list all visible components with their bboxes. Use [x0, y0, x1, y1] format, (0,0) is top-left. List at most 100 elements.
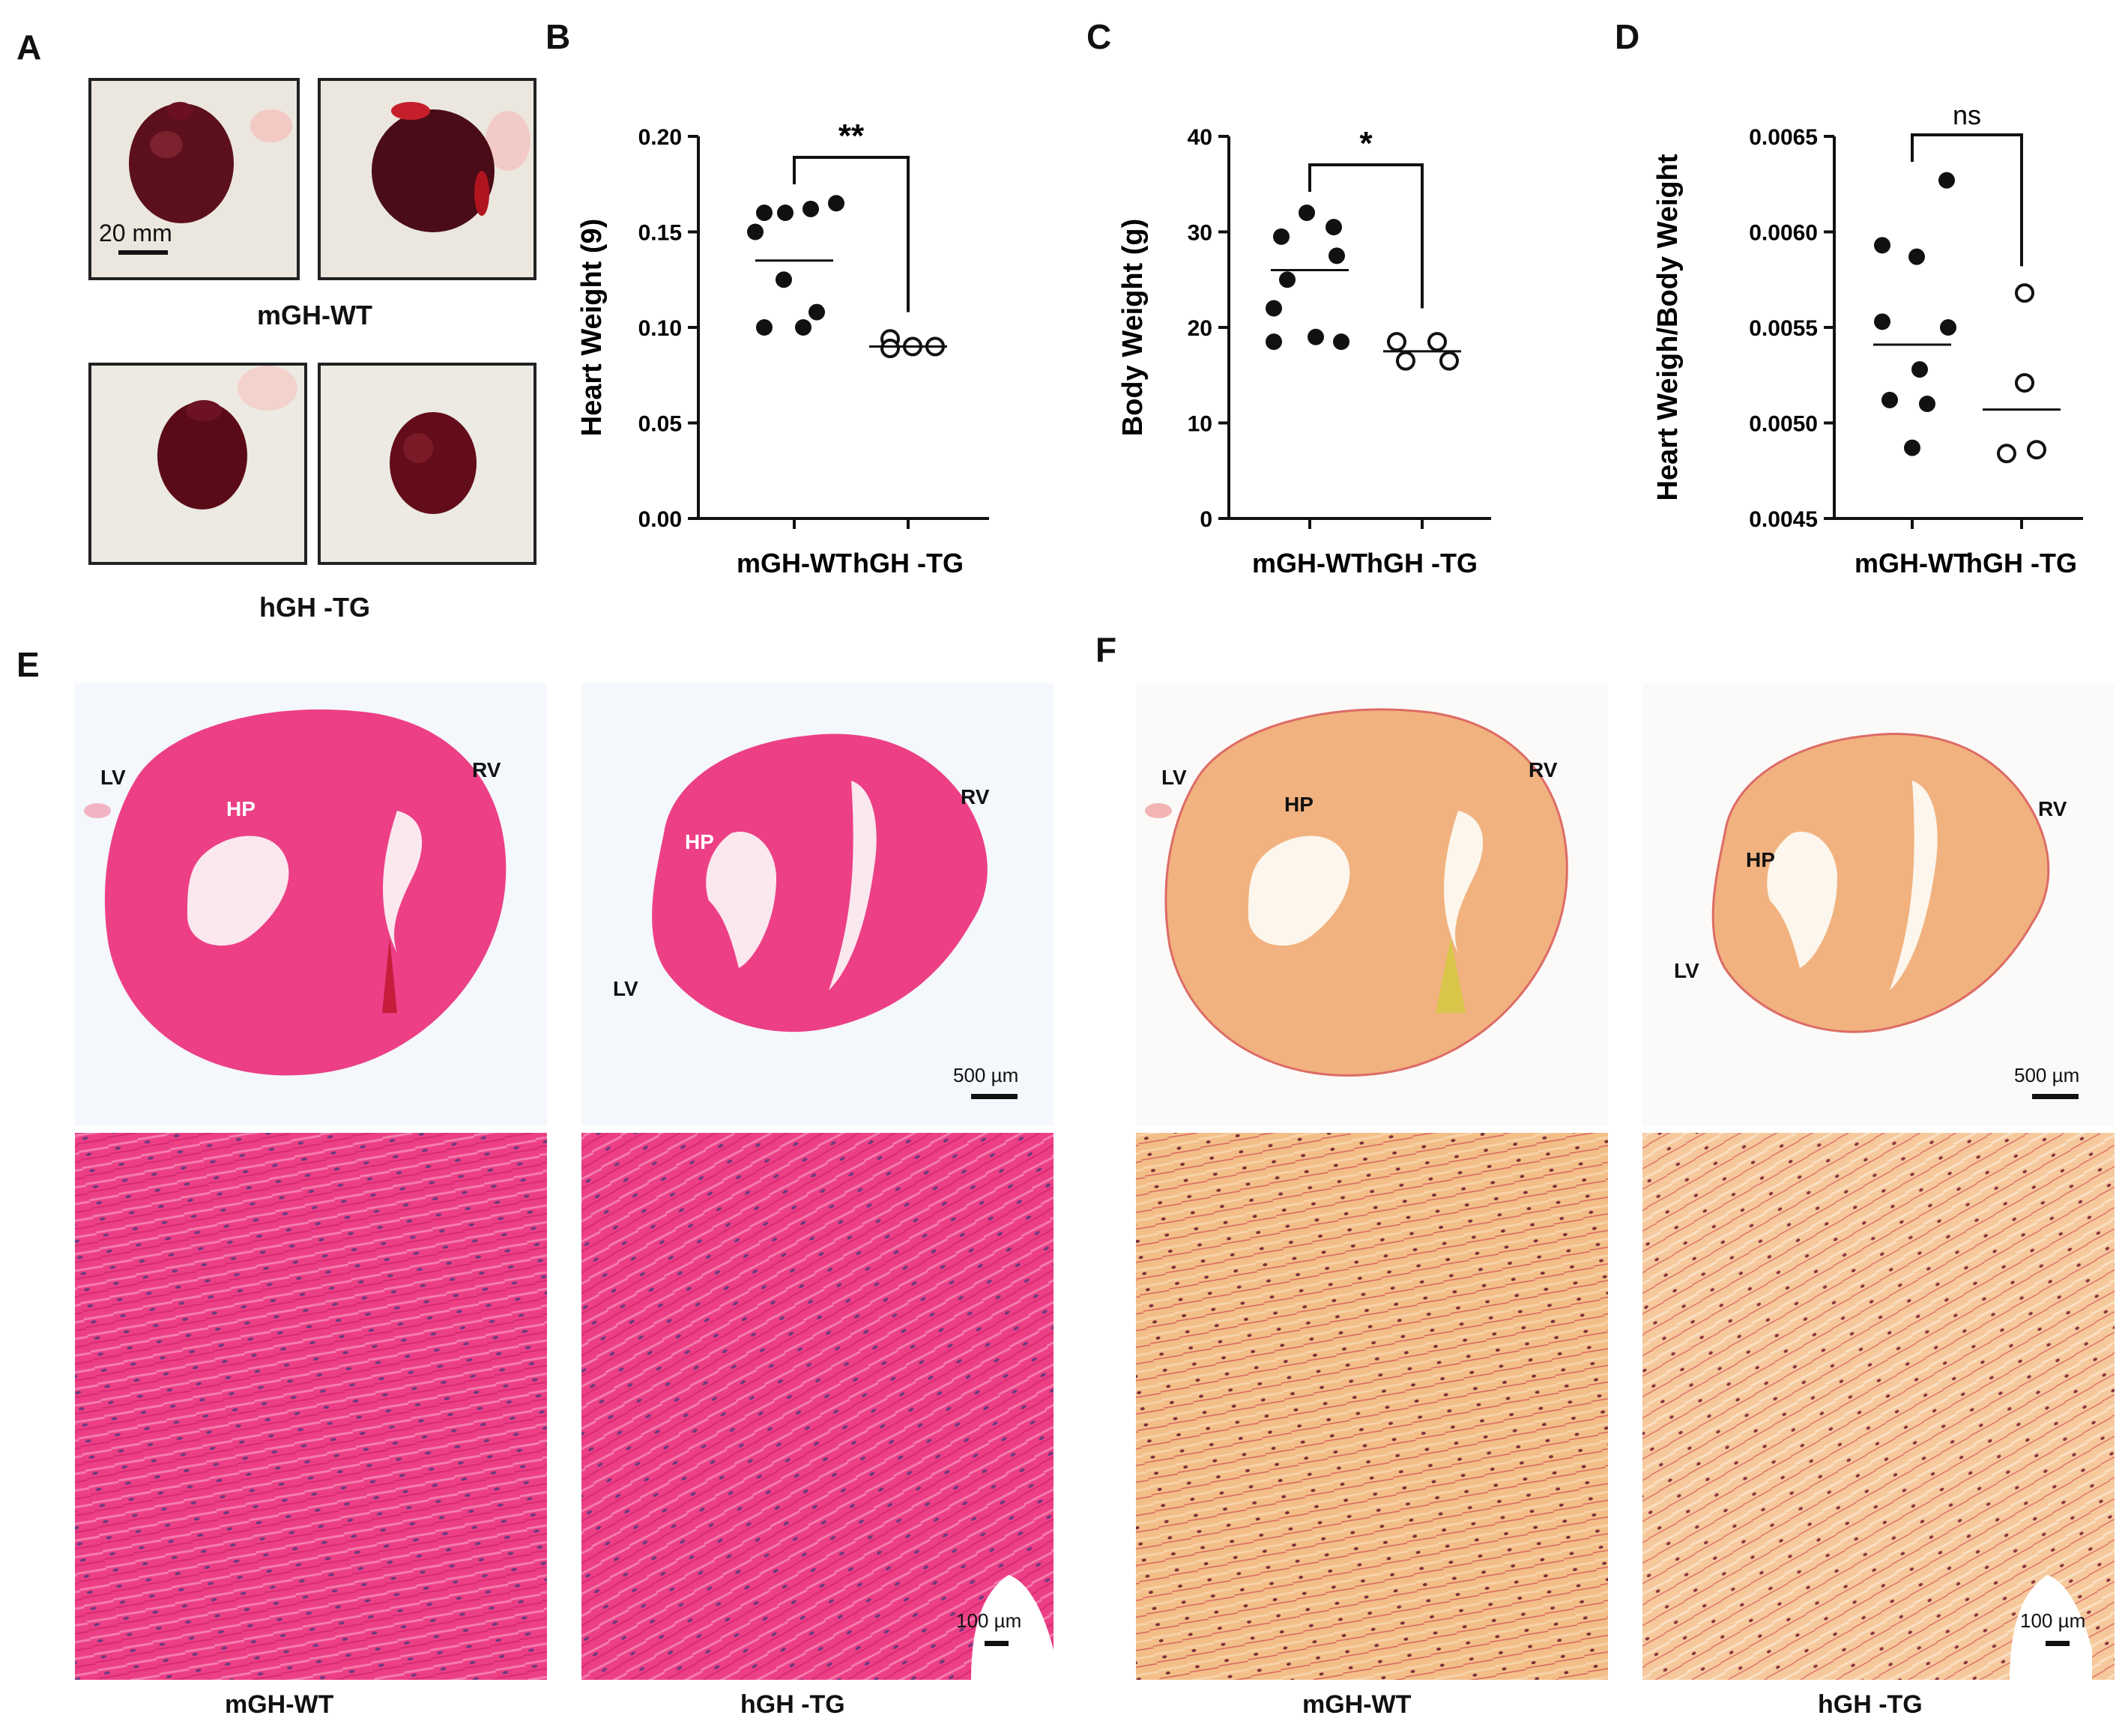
y-tick-label: 10 — [1188, 412, 1212, 437]
heart-image-wt-1 — [91, 81, 297, 277]
data-point — [1266, 300, 1282, 317]
panel-label-a: A — [16, 28, 42, 67]
data-point — [1273, 228, 1290, 245]
data-point — [795, 319, 811, 336]
data-point — [828, 195, 844, 212]
hp-label-f-tg: HP — [1746, 848, 1775, 871]
data-point — [1308, 328, 1324, 345]
he-section-tg: LV RV HP 500 µm — [581, 683, 1054, 1125]
scale-bar-e-top — [971, 1094, 1018, 1099]
hp-label-e-tg: HP — [685, 830, 714, 853]
hp-label-e-wt: HP — [226, 797, 256, 820]
data-point — [1904, 439, 1920, 456]
rv-label-f-wt: RV — [1529, 758, 1558, 781]
data-point — [802, 200, 819, 217]
significance-label: ns — [1953, 100, 1981, 130]
scale-label-f-bottom: 100 µm — [2020, 1609, 2086, 1632]
rv-label-e-tg: RV — [961, 785, 990, 808]
data-point — [1387, 332, 1406, 352]
sr-heart-cross-section-tg — [1711, 733, 2050, 1033]
y-tick-label: 0.0055 — [1749, 316, 1818, 341]
sr-myocardium-texture-tg — [1642, 1133, 2115, 1680]
significance-bracket — [1308, 163, 1424, 309]
data-point — [1908, 248, 1925, 265]
sr-label-wt: mGH-WT — [1302, 1690, 1412, 1719]
data-point — [1299, 205, 1315, 221]
y-tick-label: 0.00 — [638, 507, 682, 532]
x-category-label: hGH -TG — [1367, 548, 1478, 578]
chart-body-weight: 0 10 20 30 40 mGH-WT hGH -TG Body Weight (g) * — [1117, 125, 1491, 578]
panel-label-e: E — [16, 645, 40, 684]
sr-heart-cross-section-wt — [1145, 708, 1568, 1077]
heart-photo-wt-2 — [318, 78, 536, 280]
data-point — [1439, 351, 1459, 371]
hp-label-f-wt: HP — [1284, 793, 1314, 816]
heart-image-tg-1 — [91, 366, 304, 562]
data-point — [1427, 332, 1447, 352]
data-point — [2027, 440, 2046, 460]
he-heart-cross-section-wt — [84, 709, 507, 1076]
data-point — [1396, 351, 1415, 371]
he-label-tg: hGH -TG — [740, 1690, 845, 1719]
scale-bar-e-bottom — [985, 1641, 1009, 1646]
sr-myocardium-texture-wt — [1136, 1133, 1608, 1680]
scale-bar — [118, 250, 168, 255]
data-point — [1940, 319, 1956, 336]
x-category-label: mGH-WT — [737, 548, 852, 578]
data-point — [1874, 237, 1890, 254]
y-tick-label: 30 — [1188, 221, 1212, 246]
scale-bar-f-bottom — [2046, 1641, 2070, 1646]
y-axis-label: Heart Weight (9) — [576, 219, 608, 437]
sr-section-tg: LV RV HP 500 µm — [1642, 683, 2115, 1125]
sr-zoom-wt — [1136, 1133, 1608, 1680]
data-point — [1266, 333, 1282, 351]
chart-heart-body-ratio: 0.0045 0.0050 0.0055 0.0060 0.0065 mGH-WThGH … — [1652, 100, 2083, 578]
data-point — [808, 303, 825, 321]
data-point — [1938, 172, 1955, 189]
lv-label-e-tg: LV — [613, 977, 638, 1000]
x-category-label: mGH-WT — [1252, 548, 1367, 578]
data-point — [747, 223, 764, 241]
scale-label-e-top: 500 µm — [953, 1064, 1019, 1086]
y-tick-label: 0.15 — [638, 221, 682, 246]
data-point — [880, 339, 900, 359]
scale-bar-label: 20 mm — [99, 220, 172, 247]
sr-zoom-tg: 100 µm — [1642, 1133, 2115, 1680]
x-category-label: mGH-WT — [1855, 548, 1970, 578]
data-point — [2015, 283, 2034, 303]
scale-bar-f-top — [2032, 1094, 2079, 1099]
he-heart-cross-section-tg — [652, 734, 988, 1032]
x-category-label: hGH -TG — [1966, 548, 2077, 578]
chart-heart-weight: 0.00 0.05 0.10 0.15 0.20 mGH-WT hGH -TG Heart W… — [576, 118, 989, 578]
significance-label: * — [1359, 125, 1373, 162]
lv-label-f-tg: LV — [1674, 959, 1699, 982]
data-point — [1326, 219, 1342, 236]
y-tick-label: 0.0050 — [1749, 412, 1818, 437]
significance-label: ** — [838, 118, 865, 154]
significance-bracket — [793, 156, 910, 312]
he-label-wt: mGH-WT — [225, 1690, 334, 1719]
panel-label-c: C — [1086, 17, 1112, 56]
data-point — [1919, 396, 1935, 412]
he-myocardium-texture-wt — [75, 1133, 547, 1680]
y-tick-label: 0.05 — [638, 412, 682, 437]
scale-label-e-bottom: 100 µm — [956, 1609, 1022, 1632]
y-axis-label: Heart Weigh/Body Weight — [1652, 154, 1684, 500]
he-zoom-wt — [75, 1133, 547, 1680]
y-tick-label: 40 — [1188, 125, 1212, 150]
y-axis-label: Body Weight (g) — [1117, 219, 1149, 437]
heart-photo-wt-1: 20 mm — [88, 78, 300, 280]
y-tick-label: 0.10 — [638, 316, 682, 341]
data-point — [1874, 313, 1890, 330]
significance-bracket — [1911, 133, 2023, 267]
y-tick-label: 0.0045 — [1749, 507, 1818, 532]
group-label-wt: mGH-WT — [257, 300, 372, 330]
he-section-wt: LV RV HP — [75, 683, 547, 1125]
he-myocardium-texture-tg — [581, 1133, 1054, 1680]
sr-section-wt: LV RV HP — [1136, 683, 1608, 1125]
group-label-tg: hGH -TG — [259, 592, 370, 623]
lv-label-e-wt: LV — [100, 766, 126, 789]
scale-label-f-top: 500 µm — [2014, 1064, 2080, 1086]
lv-label-f-wt: LV — [1161, 766, 1187, 789]
rv-label-f-tg: RV — [2038, 797, 2067, 820]
